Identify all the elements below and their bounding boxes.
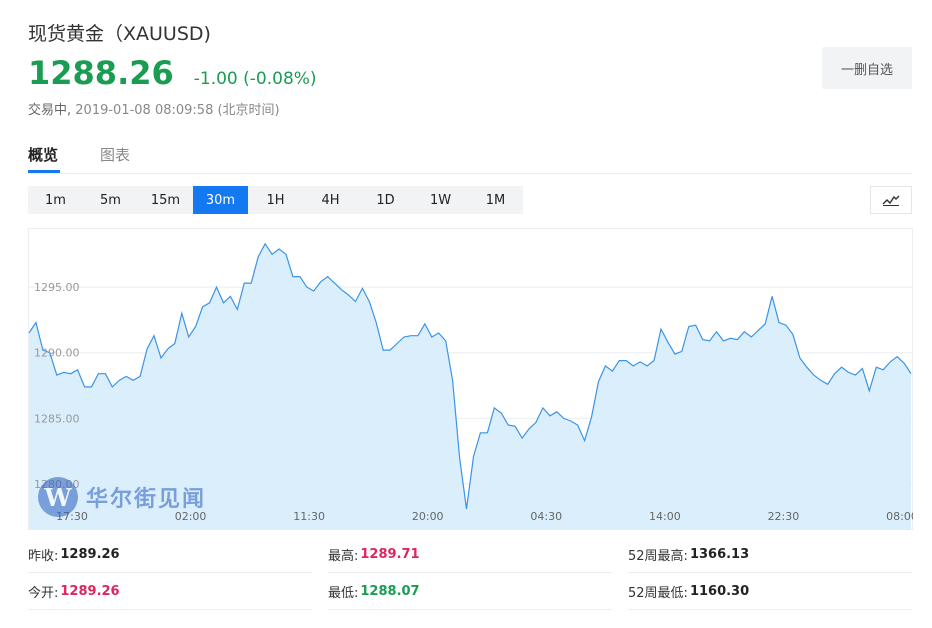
y-tick-label: 1295.00 — [34, 281, 80, 294]
period-1w[interactable]: 1W — [429, 192, 452, 208]
price-area — [29, 243, 911, 530]
stat-label: 52周最低: — [628, 585, 688, 601]
period-1h[interactable]: 1H — [266, 192, 285, 208]
tab-chart[interactable]: 图表 — [100, 146, 131, 164]
period-5m[interactable]: 5m — [100, 192, 121, 208]
watermark-logo: W — [38, 477, 78, 517]
trading-status: 交易中, 2019-01-08 08:09:58 (北京时间) — [28, 99, 280, 118]
status-label: 交易中, — [28, 103, 72, 118]
stat-value: 1288.07 — [360, 583, 420, 599]
period-1mo[interactable]: 1M — [485, 192, 506, 208]
period-30m[interactable]: 30m — [193, 186, 248, 214]
x-tick-label: 04:30 — [530, 510, 562, 523]
stat-low: 最低: 1288.07 — [328, 573, 612, 610]
tab-overview[interactable]: 概览 — [28, 146, 59, 164]
x-tick-label: 14:00 — [649, 510, 681, 523]
price-chart-svg: 1295.001290.001285.001280.0017:3002:0011… — [28, 228, 913, 530]
current-price: 1288.26 — [28, 54, 174, 92]
period-1m[interactable]: 1m — [45, 192, 66, 208]
page-title: 现货黄金（XAUUSD) — [28, 23, 211, 45]
stat-value: 1366.13 — [689, 546, 750, 562]
line-chart-icon — [882, 195, 900, 206]
stat-52w-low: 52周最低: 1160.30 — [628, 573, 912, 610]
tab-bar: 概览 图表 — [28, 140, 912, 174]
stat-label: 52周最高: — [628, 548, 688, 564]
stat-high: 最高: 1289.71 — [328, 536, 612, 573]
stat-label: 最高: — [328, 548, 359, 564]
y-tick-label: 1285.00 — [34, 412, 80, 425]
price-change: -1.00 (-0.08%) — [193, 69, 317, 89]
x-tick-label: 11:30 — [293, 510, 325, 523]
stats-panel: 昨收: 1289.26 最高: 1289.71 52周最高: 1366.13 今… — [28, 536, 912, 610]
period-15m[interactable]: 15m — [150, 192, 181, 208]
chart-type-button[interactable] — [870, 186, 912, 214]
period-4h[interactable]: 4H — [321, 192, 340, 208]
stat-label: 昨收: — [28, 548, 59, 564]
stat-prev-close: 昨收: 1289.26 — [28, 536, 312, 573]
watermark-text: 华尔街见闻 — [86, 486, 207, 512]
period-1d[interactable]: 1D — [376, 192, 395, 208]
x-tick-label: 22:30 — [768, 510, 800, 523]
stat-open: 今开: 1289.26 — [28, 573, 312, 610]
x-tick-label: 20:00 — [412, 510, 444, 523]
x-tick-label: 02:00 — [175, 510, 207, 523]
period-selector: 1m 5m 15m 30m 1H 4H 1D 1W 1M — [28, 186, 523, 214]
stat-label: 最低: — [328, 585, 359, 601]
watermark: W 华尔街见闻 — [38, 477, 206, 517]
active-tab-indicator — [28, 170, 60, 173]
stat-52w-high: 52周最高: 1366.13 — [628, 536, 912, 573]
stats-row: 今开: 1289.26 最低: 1288.07 52周最低: 1160.30 — [28, 573, 912, 610]
stat-value: 1289.26 — [60, 546, 120, 562]
remove-watchlist-button[interactable]: 一删自选 — [822, 47, 912, 89]
y-tick-label: 1290.00 — [34, 347, 80, 360]
stat-label: 今开: — [28, 585, 59, 601]
x-tick-label: 08:00 — [886, 510, 913, 523]
timestamp: 2019-01-08 08:09:58 (北京时间) — [75, 103, 280, 118]
price-block: 1288.26 -1.00 (-0.08%) — [28, 54, 317, 92]
stat-value: 1160.30 — [689, 583, 750, 599]
stat-value: 1289.26 — [60, 583, 120, 599]
stat-value: 1289.71 — [360, 546, 420, 562]
price-chart[interactable]: 1295.001290.001285.001280.0017:3002:0011… — [28, 228, 913, 530]
stats-row: 昨收: 1289.26 最高: 1289.71 52周最高: 1366.13 — [28, 536, 912, 573]
price-line — [28, 242, 912, 510]
